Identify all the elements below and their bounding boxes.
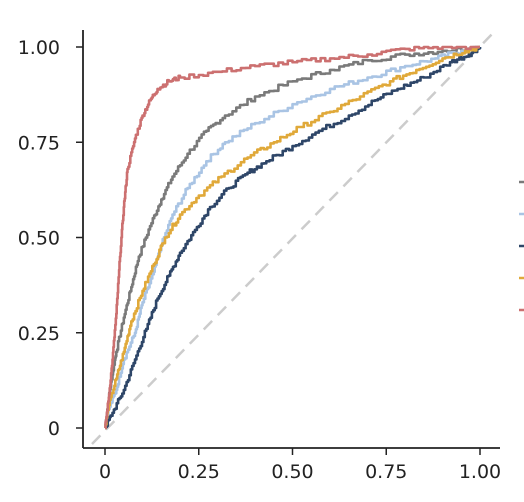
roc-curve-series-5 (104, 45, 480, 430)
roc-curve-series-1 (104, 45, 480, 430)
x-tick-label: 0.25 (178, 461, 220, 483)
y-tick-label: 0.50 (18, 228, 60, 250)
diagonal-reference-line (91, 29, 497, 445)
plot-area: 0 0.25 0.50 0.75 1.00 0 0.25 0.50 0.75 1.00 (18, 29, 524, 483)
y-tick-label: 0.25 (18, 323, 60, 345)
roc-curve-series-4 (104, 45, 480, 430)
y-tick-label: 0 (48, 418, 60, 440)
y-tick-label: 1.00 (18, 37, 60, 59)
x-tick-label: 0 (99, 461, 111, 483)
x-tick-label: 0.50 (271, 461, 313, 483)
x-tick-label: 0.75 (365, 461, 407, 483)
roc-curve-series-2 (104, 45, 482, 430)
roc-curve-series-3 (104, 46, 482, 430)
x-tick-label: 1.00 (459, 461, 501, 483)
y-tick-label: 0.75 (18, 132, 60, 154)
